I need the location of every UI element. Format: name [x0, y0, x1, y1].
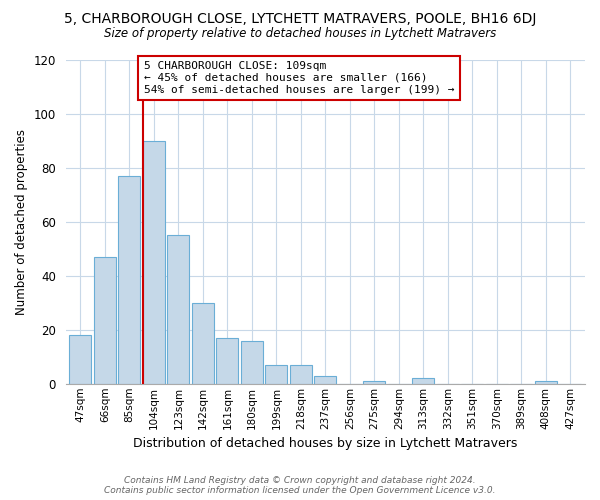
Bar [192, 303, 214, 384]
Bar [241, 340, 263, 384]
Bar [535, 381, 557, 384]
Bar [290, 365, 312, 384]
Text: Size of property relative to detached houses in Lytchett Matravers: Size of property relative to detached ho… [104, 28, 496, 40]
Text: 5 CHARBOROUGH CLOSE: 109sqm
← 45% of detached houses are smaller (166)
54% of se: 5 CHARBOROUGH CLOSE: 109sqm ← 45% of det… [144, 62, 455, 94]
X-axis label: Distribution of detached houses by size in Lytchett Matravers: Distribution of detached houses by size … [133, 437, 518, 450]
Y-axis label: Number of detached properties: Number of detached properties [15, 129, 28, 315]
Bar [94, 257, 116, 384]
Bar [143, 141, 165, 384]
Bar [167, 236, 190, 384]
Bar [217, 338, 238, 384]
Text: Contains HM Land Registry data © Crown copyright and database right 2024.
Contai: Contains HM Land Registry data © Crown c… [104, 476, 496, 495]
Bar [70, 335, 91, 384]
Text: 5, CHARBOROUGH CLOSE, LYTCHETT MATRAVERS, POOLE, BH16 6DJ: 5, CHARBOROUGH CLOSE, LYTCHETT MATRAVERS… [64, 12, 536, 26]
Bar [265, 365, 287, 384]
Bar [314, 376, 337, 384]
Bar [363, 381, 385, 384]
Bar [412, 378, 434, 384]
Bar [118, 176, 140, 384]
